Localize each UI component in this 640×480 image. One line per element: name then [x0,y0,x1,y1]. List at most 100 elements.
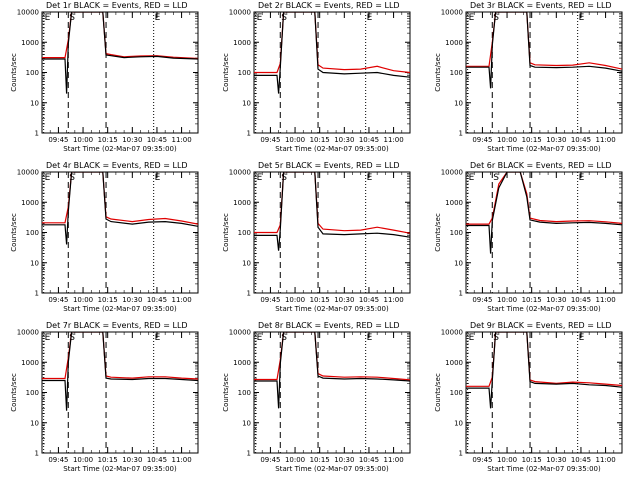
event-marker-label: E [45,13,51,23]
x-tick-label: 10:15 [98,456,118,464]
y-tick-label: 10 [454,99,463,107]
x-axis-label: Start Time (02-Mar-07 09:35:00) [63,465,177,473]
panel-title: Det 3r BLACK = Events, RED = LLD [470,1,612,10]
y-tick-label: 100 [238,69,251,77]
y-tick-label: 1 [35,450,39,458]
panel-det-5: Det 5r BLACK = Events, RED = LLD 1 10 100 10… [222,161,411,313]
panel-title: Det 9r BLACK = Events, RED = LLD [470,321,612,330]
panel-title: Det 2r BLACK = Events, RED = LLD [258,1,400,10]
x-tick-label: 10:00 [285,296,305,304]
y-tick-label: 10000 [229,9,251,17]
y-tick-label: 10000 [229,169,251,177]
y-tick-label: 1000 [21,359,39,367]
y-tick-label: 1 [247,130,251,138]
lld-series-line [42,12,198,60]
x-tick-label: 09:45 [48,296,68,304]
y-tick-label: 1000 [21,39,39,47]
event-marker-label: E [155,173,161,183]
x-tick-label: 10:30 [334,136,354,144]
event-marker-label: S [69,13,75,23]
y-tick-label: 10000 [17,9,39,17]
event-marker-label: S [281,173,287,183]
x-tick-label: 10:15 [310,136,330,144]
event-marker-label: E [257,333,263,343]
x-tick-label: 09:45 [472,136,492,144]
y-tick-label: 1000 [445,199,463,207]
y-tick-label: 1000 [233,39,251,47]
event-marker-label: S [69,333,75,343]
x-tick-label: 09:45 [472,296,492,304]
panel-det-4: Det 4r BLACK = Events, RED = LLD 1 10 100 10… [10,161,199,313]
event-marker-label: E [367,333,373,343]
x-tick-label: 11:00 [383,296,403,304]
y-tick-label: 1000 [21,199,39,207]
y-axis-label: Counts/sec [222,373,230,412]
event-marker-label: E [45,333,51,343]
y-tick-label: 100 [238,229,251,237]
x-tick-label: 11:00 [171,136,191,144]
panel-det-1: Det 1r BLACK = Events, RED = LLD 1 10 100 10… [10,1,199,153]
events-series-line [466,172,622,254]
panel-det-9: Det 9r BLACK = Events, RED = LLD 1 10 100 10… [434,321,623,473]
events-series-line [254,12,410,94]
x-tick-label: 10:00 [497,456,517,464]
x-tick-label: 10:30 [546,456,566,464]
x-axis-label: Start Time (02-Mar-07 09:35:00) [275,465,389,473]
event-marker-label: S [493,333,499,343]
x-tick-label: 10:45 [571,296,591,304]
event-marker-label: S [493,173,499,183]
x-tick-label: 10:45 [359,456,379,464]
x-tick-label: 10:00 [497,136,517,144]
panel-det-7: Det 7r BLACK = Events, RED = LLD 1 10 100 10… [10,321,199,473]
event-marker-label: E [257,13,263,23]
x-tick-label: 10:00 [73,296,93,304]
x-axis-label: Start Time (02-Mar-07 09:35:00) [487,465,601,473]
y-tick-label: 10 [30,419,39,427]
events-series-line [466,12,622,89]
x-tick-label: 10:45 [359,136,379,144]
x-tick-label: 10:30 [334,456,354,464]
y-tick-label: 10000 [441,9,463,17]
y-tick-label: 1000 [445,39,463,47]
y-tick-label: 1000 [233,359,251,367]
event-marker-label: S [493,13,499,23]
events-series-line [42,12,198,94]
y-tick-label: 100 [238,389,251,397]
events-series-line [254,332,410,409]
event-marker-label: E [155,13,161,23]
panel-det-2: Det 2r BLACK = Events, RED = LLD 1 10 100 10… [222,1,411,153]
y-axis-label: Counts/sec [10,213,18,252]
lld-series-line [466,172,622,225]
y-axis-label: Counts/sec [10,53,18,92]
x-tick-label: 10:30 [334,296,354,304]
x-axis-label: Start Time (02-Mar-07 09:35:00) [63,145,177,153]
y-tick-label: 10 [30,259,39,267]
lld-series-line [254,12,410,74]
y-tick-label: 10 [242,99,251,107]
event-marker-label: E [45,173,51,183]
y-tick-label: 10 [242,259,251,267]
panel-det-8: Det 8r BLACK = Events, RED = LLD 1 10 100 10… [222,321,411,473]
y-tick-label: 10 [30,99,39,107]
y-axis-label: Counts/sec [222,213,230,252]
y-tick-label: 1 [35,130,39,138]
x-tick-label: 10:15 [98,296,118,304]
x-tick-label: 10:45 [359,296,379,304]
y-tick-label: 1 [459,130,463,138]
x-tick-label: 09:45 [472,456,492,464]
x-tick-label: 10:15 [310,456,330,464]
y-tick-label: 1 [247,450,251,458]
x-tick-label: 10:45 [147,456,167,464]
x-tick-label: 10:00 [285,136,305,144]
panel-title: Det 7r BLACK = Events, RED = LLD [46,321,188,330]
x-tick-label: 10:45 [147,136,167,144]
y-axis-label: Counts/sec [434,373,442,412]
x-tick-label: 11:00 [383,456,403,464]
x-tick-label: 10:30 [122,456,142,464]
x-tick-label: 10:45 [571,456,591,464]
lld-series-line [42,332,198,380]
x-axis-label: Start Time (02-Mar-07 09:35:00) [487,145,601,153]
panel-title: Det 5r BLACK = Events, RED = LLD [258,161,400,170]
event-marker-label: S [281,13,287,23]
x-tick-label: 10:15 [310,296,330,304]
